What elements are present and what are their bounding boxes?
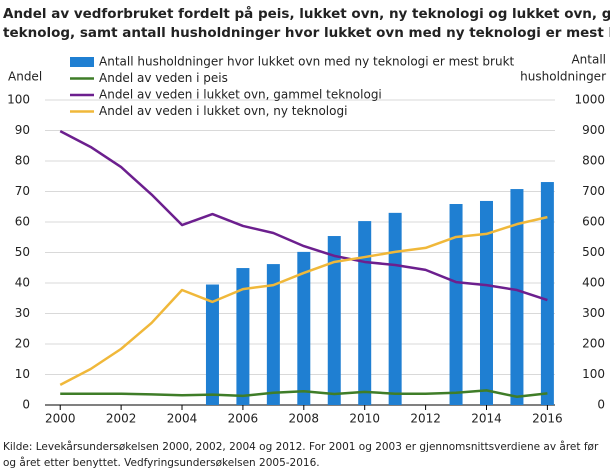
y-tick-label: 40 bbox=[15, 276, 30, 290]
bar bbox=[479, 200, 493, 405]
y2-tick-label: 800 bbox=[582, 154, 605, 168]
y2-tick-label: 0 bbox=[597, 398, 605, 412]
bar bbox=[327, 236, 341, 405]
y2-tick-label: 1000 bbox=[574, 93, 605, 107]
chart-title: Andel av vedforbruket fordelt på peis, l… bbox=[3, 5, 610, 22]
legend-label: Andel av veden i lukket ovn, gammel tekn… bbox=[99, 88, 382, 102]
y-tick-label: 10 bbox=[15, 367, 30, 381]
bar bbox=[297, 251, 311, 405]
y-tick-label: 80 bbox=[15, 154, 30, 168]
x-tick-label: 2004 bbox=[167, 412, 198, 426]
y2-axis-label: Antall bbox=[571, 53, 606, 67]
y-axis-label: Andel bbox=[8, 70, 42, 84]
y2-tick-label: 200 bbox=[582, 337, 605, 351]
source-note: og året etter benyttet. Vedfyringsunders… bbox=[3, 456, 320, 469]
y2-tick-label: 400 bbox=[582, 276, 605, 290]
y-tick-label: 30 bbox=[15, 306, 30, 320]
y-tick-label: 20 bbox=[15, 337, 30, 351]
x-tick-label: 2014 bbox=[471, 412, 502, 426]
line bbox=[60, 389, 548, 399]
y-tick-label: 100 bbox=[7, 93, 30, 107]
bar bbox=[540, 182, 554, 405]
x-tick-label: 2002 bbox=[106, 412, 137, 426]
bar bbox=[266, 264, 280, 405]
y-tick-label: 70 bbox=[15, 184, 30, 198]
bar bbox=[510, 189, 524, 405]
y2-tick-label: 100 bbox=[582, 367, 605, 381]
legend-swatch bbox=[70, 57, 94, 67]
line bbox=[59, 130, 548, 302]
x-tick-label: 2006 bbox=[228, 412, 259, 426]
y2-tick-label: 600 bbox=[582, 215, 605, 229]
chart-title: teknolog, samt antall husholdninger hvor… bbox=[3, 25, 610, 41]
y-tick-label: 90 bbox=[15, 123, 30, 137]
x-tick-label: 2016 bbox=[532, 412, 563, 426]
bar bbox=[449, 204, 463, 405]
y-tick-label: 0 bbox=[22, 398, 30, 412]
line bbox=[59, 215, 548, 386]
y2-tick-label: 700 bbox=[582, 184, 605, 198]
y-tick-label: 60 bbox=[15, 215, 30, 229]
bar bbox=[236, 268, 250, 405]
source-note: Kilde: Levekårsundersøkelsen 2000, 2002,… bbox=[3, 440, 599, 453]
legend-label: Antall husholdninger hvor lukket ovn med… bbox=[99, 55, 515, 69]
legend-label: Andel av veden i peis bbox=[99, 71, 228, 85]
bar bbox=[388, 212, 402, 405]
bar bbox=[358, 221, 372, 405]
x-tick-label: 2000 bbox=[45, 412, 76, 426]
legend-label: Andel av veden i lukket ovn, ny teknolog… bbox=[99, 104, 347, 118]
y-tick-label: 50 bbox=[15, 245, 30, 259]
y2-tick-label: 300 bbox=[582, 306, 605, 320]
y2-axis-label: husholdninger bbox=[520, 70, 606, 84]
y2-tick-label: 500 bbox=[582, 245, 605, 259]
x-tick-label: 2008 bbox=[289, 412, 320, 426]
y2-tick-label: 900 bbox=[582, 123, 605, 137]
bar bbox=[205, 284, 219, 405]
x-tick-label: 2012 bbox=[410, 412, 441, 426]
x-tick-label: 2010 bbox=[349, 412, 380, 426]
